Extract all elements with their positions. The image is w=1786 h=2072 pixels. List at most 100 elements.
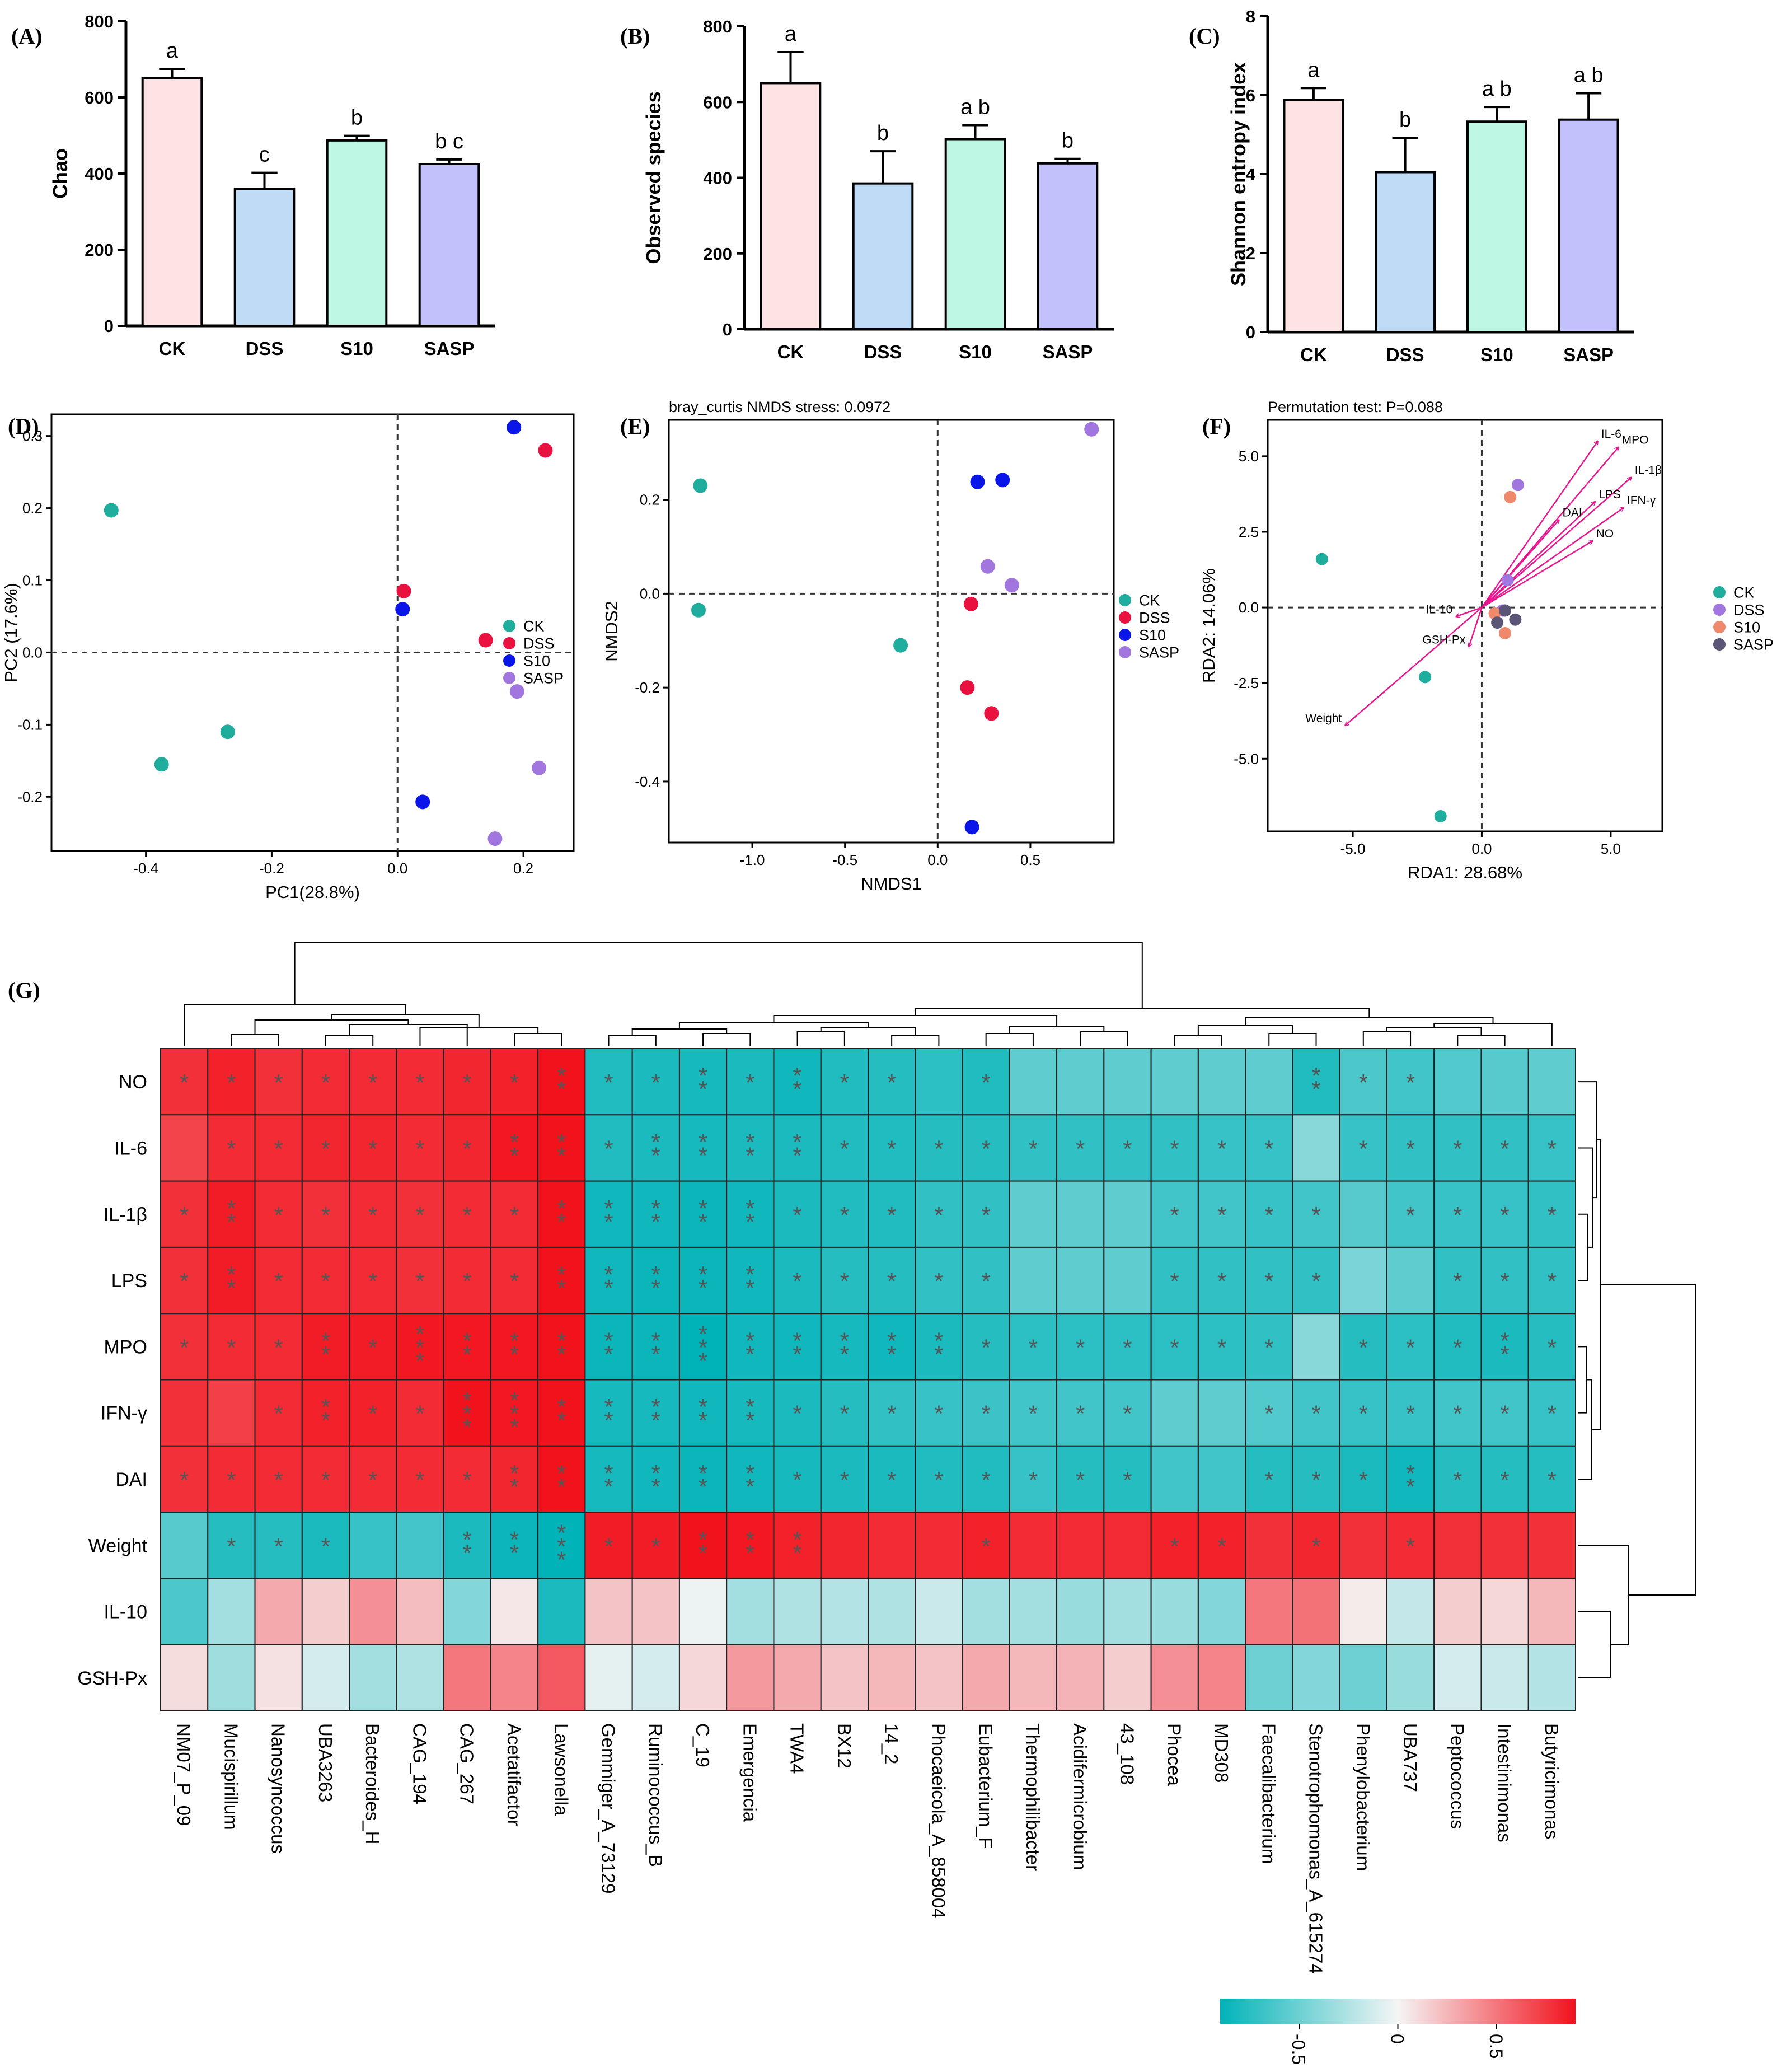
heatmap-cell	[631, 1114, 680, 1182]
legend-marker-sasp	[1119, 646, 1131, 658]
significance-star: *	[557, 1394, 566, 1420]
significance-star: *	[793, 1129, 801, 1155]
significance-star: *	[368, 1135, 377, 1162]
point-sasp	[509, 684, 524, 699]
column-label-uba737: UBA737	[1400, 1723, 1421, 1792]
column-label-bx12: BX12	[834, 1723, 855, 1769]
dendrogram-branch	[1578, 1545, 1629, 1645]
column-label-md308: MD308	[1211, 1723, 1232, 1783]
bar-sasp	[1558, 118, 1619, 334]
significance-star: *	[557, 1063, 566, 1089]
heatmap-cell	[1292, 1114, 1340, 1182]
heatmap-cell	[1292, 1180, 1340, 1248]
x-tick-label: 0.2	[513, 860, 533, 877]
column-label-cag-194: CAG_194	[409, 1723, 430, 1804]
column-label-twa4: TWA4	[787, 1723, 808, 1774]
column-label-intestinimonas: Intestinimonas	[1494, 1723, 1515, 1842]
legend-label-ck: CK	[523, 618, 545, 635]
y-axis-label: Observed species	[642, 91, 665, 264]
dendrogram-branch	[1080, 1031, 1128, 1046]
dendrogram-branch	[1362, 1031, 1412, 1046]
significance-star: *	[1311, 1401, 1320, 1427]
legend-marker-s10	[1119, 629, 1131, 641]
bar-dss	[233, 188, 296, 328]
significance-star: *	[1548, 1202, 1557, 1228]
dendrogram-branch	[1433, 1023, 1553, 1046]
x-category-label: S10	[1480, 344, 1513, 365]
significance-star: *	[1029, 1135, 1038, 1162]
heatmap-cell	[254, 1578, 303, 1645]
significance-star: *	[321, 1327, 330, 1354]
bar-s10	[944, 138, 1006, 331]
y-tick-label: 600	[85, 88, 114, 107]
column-label-lawsonella: Lawsonella	[551, 1723, 571, 1816]
heatmap-cell	[1527, 1246, 1577, 1315]
significance-star: *	[321, 1268, 330, 1294]
panel-label-c: (C)	[1189, 24, 1220, 49]
heatmap-cell	[868, 1379, 916, 1447]
dendrogram-branch	[1578, 1379, 1592, 1480]
significance-star: *	[746, 1407, 754, 1434]
significance-star: *	[227, 1261, 236, 1288]
significance-star: *	[840, 1202, 849, 1228]
significance-star: *	[415, 1348, 424, 1374]
colorbar	[1220, 1999, 1576, 2024]
legend-label-dss: DSS	[1139, 610, 1170, 626]
heatmap-cell	[1386, 1644, 1435, 1711]
heatmap-cell	[396, 1313, 444, 1381]
heatmap-cell	[678, 1644, 728, 1711]
heatmap-cell	[254, 1644, 303, 1711]
heatmap-cell	[915, 1644, 963, 1711]
heatmap-cell	[773, 1644, 822, 1711]
significance-star: *	[1311, 1467, 1320, 1493]
significance-star: *	[651, 1533, 660, 1559]
significance-star: *	[840, 1467, 849, 1493]
dendrogram-branch	[325, 1035, 374, 1046]
heatmap-cell	[1103, 1578, 1152, 1645]
column-label-acetatifactor: Acetatifactor	[504, 1723, 524, 1826]
legend-label-ck: CK	[1733, 584, 1755, 601]
x-category-label: CK	[1300, 344, 1327, 365]
significance-star: *	[557, 1275, 566, 1301]
legend-label-dss: DSS	[1733, 602, 1765, 619]
heatmap-cell	[678, 1578, 728, 1645]
legend-marker-dss	[1713, 604, 1726, 616]
significance-star: *	[746, 1069, 754, 1096]
significance-star: *	[840, 1341, 849, 1367]
heatmap-cell	[915, 1048, 963, 1116]
significance-star: *	[1123, 1401, 1132, 1427]
x-axis-label: NMDS1	[861, 874, 922, 894]
legend-marker-dss	[503, 637, 515, 649]
significance-star: *	[793, 1327, 801, 1354]
significance-star: *	[934, 1135, 943, 1162]
significance-star: *	[887, 1268, 896, 1294]
significance-star: *	[1170, 1334, 1179, 1360]
column-label-butyricimonas: Butyricimonas	[1541, 1723, 1562, 1839]
heatmap-cell	[915, 1578, 963, 1645]
heatmap-cell	[1292, 1313, 1340, 1381]
column-label-uba3263: UBA3263	[315, 1723, 336, 1802]
significance-star: *	[651, 1069, 660, 1096]
heatmap-cell	[868, 1246, 916, 1315]
legend-marker-s10	[1713, 621, 1726, 633]
significance-star: *	[368, 1202, 377, 1228]
y-axis-label: RDA2: 14.06%	[1199, 568, 1218, 683]
heatmap-cell	[349, 1512, 397, 1579]
significance-star: *	[699, 1348, 707, 1374]
bar-chart-chao: 0 200 400 600 800 a CK c DSS b S10 b c SASP Chao	[49, 12, 495, 359]
significance-star: *	[793, 1526, 801, 1552]
significance-star: *	[274, 1533, 283, 1559]
significance-star: *	[1359, 1334, 1368, 1360]
significance-letter: a b	[1574, 63, 1604, 87]
heatmap-cell	[868, 1114, 916, 1182]
heatmap-cell	[1527, 1313, 1577, 1381]
y-tick-label: 6	[1246, 86, 1255, 105]
heatmap-cell	[443, 1644, 491, 1711]
correlation-heatmap: * * * * * * * * * * * * * * * * * * * * * * * * NO * * * * * * * * * * * * * *…	[77, 942, 1696, 2065]
y-tick-label: 2	[1246, 244, 1255, 263]
dendrogram-branch	[985, 1033, 1034, 1046]
legend-marker-sasp	[503, 672, 515, 684]
column-label-mucispirillum: Mucispirillum	[221, 1723, 241, 1830]
significance-star: *	[557, 1327, 566, 1354]
heatmap-cell	[962, 1048, 1010, 1116]
